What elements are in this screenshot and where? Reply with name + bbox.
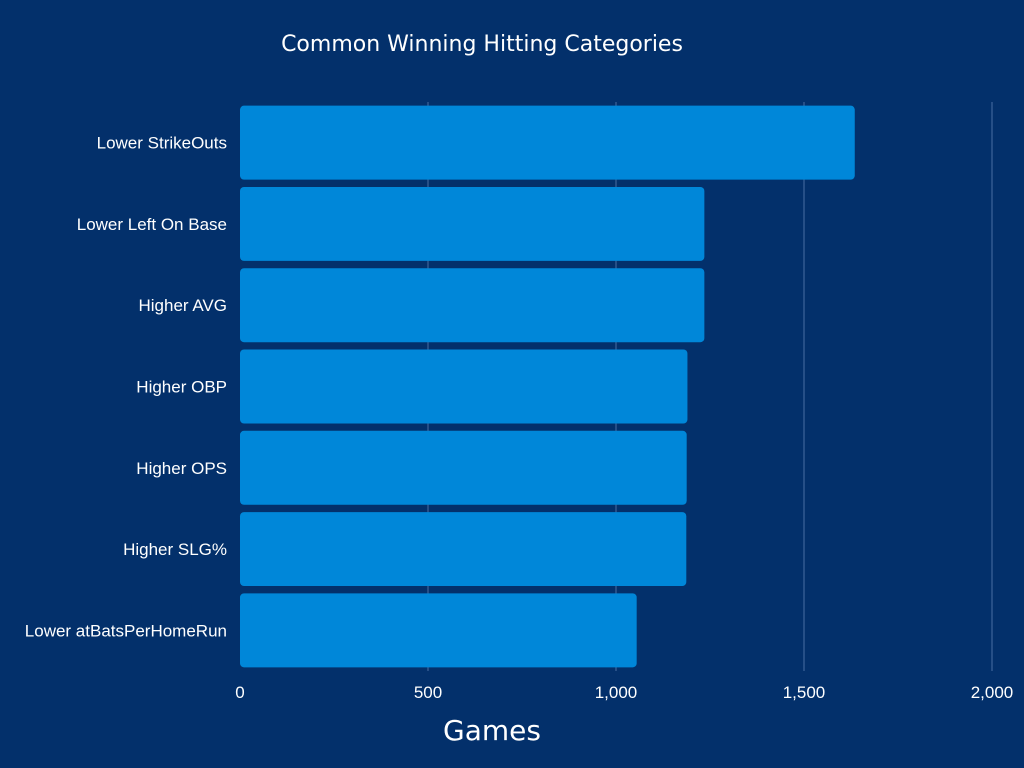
bar <box>240 349 688 424</box>
category-label: Higher OPS <box>136 459 227 478</box>
x-tick-label: 1,500 <box>783 683 826 702</box>
category-labels: Lower StrikeOuts Lower Left On Base Higher… <box>25 134 227 641</box>
category-label: Higher AVG <box>138 296 227 315</box>
x-tick-labels: 0 500 1,000 1,500 2,000 <box>235 683 1013 702</box>
bar <box>240 593 637 668</box>
bar <box>240 268 705 343</box>
category-label: Higher SLG% <box>123 540 227 559</box>
bar <box>240 186 705 261</box>
category-label: Higher OBP <box>136 378 227 397</box>
x-tick-label: 0 <box>235 683 244 702</box>
category-label: Lower Left On Base <box>77 215 227 234</box>
category-label: Lower atBatsPerHomeRun <box>25 621 227 640</box>
bar <box>240 430 687 505</box>
category-label: Lower StrikeOuts <box>97 134 227 153</box>
x-tick-label: 1,000 <box>595 683 638 702</box>
bar <box>240 512 687 587</box>
chart-title: Common Winning Hitting Categories <box>281 32 683 57</box>
x-tick-label: 2,000 <box>971 683 1014 702</box>
bar <box>240 105 855 180</box>
bars <box>240 105 855 668</box>
x-tick-label: 500 <box>414 683 442 702</box>
x-axis-label: Games <box>443 714 541 747</box>
